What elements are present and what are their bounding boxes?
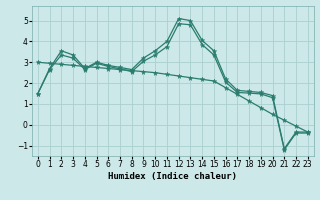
X-axis label: Humidex (Indice chaleur): Humidex (Indice chaleur) [108, 172, 237, 181]
